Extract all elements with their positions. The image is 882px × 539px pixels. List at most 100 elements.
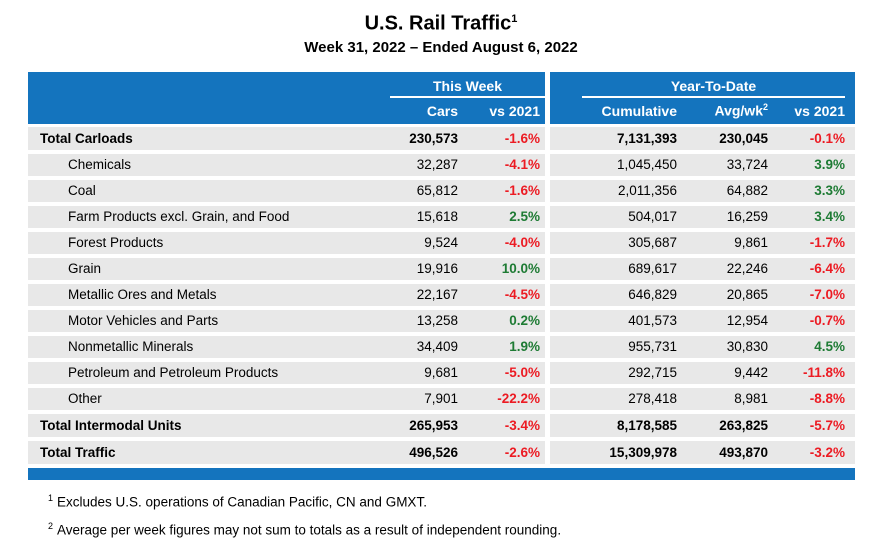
row-label: Forest Products — [28, 231, 390, 254]
rail-traffic-table: This Week Cars vs 2021 Year-To-Date Cumu… — [28, 71, 855, 480]
vs-2021-week-value: 0.2% — [462, 309, 545, 332]
vs-2021-ytd-value: -11.8% — [771, 361, 855, 384]
footnote-2-ref: 2 — [48, 521, 54, 532]
vs-2021-ytd-value: -8.8% — [771, 387, 855, 410]
vs-2021-week-value: -4.0% — [462, 231, 545, 254]
cumulative-value: 1,045,450 — [550, 153, 679, 176]
avg-per-week-value: 30,830 — [679, 335, 771, 358]
table-row: Farm Products excl. Grain, and Food 15,6… — [28, 205, 855, 228]
footnote-1-ref: 1 — [48, 492, 54, 503]
title-block: U.S. Rail Traffic1 Week 31, 2022 – Ended… — [0, 0, 882, 58]
table-row: Motor Vehicles and Parts 13,258 0.2% 401… — [28, 309, 855, 332]
footnote-1-text: Excludes U.S. operations of Canadian Pac… — [57, 494, 427, 510]
cars-value: 13,258 — [390, 309, 462, 332]
vs-2021-ytd-value: -7.0% — [771, 283, 855, 306]
title-footnote-ref: 1 — [511, 13, 518, 25]
table-row: Forest Products 9,524 -4.0% 305,687 9,86… — [28, 231, 855, 254]
cumulative-value: 689,617 — [550, 257, 679, 280]
cumulative-value: 504,017 — [550, 205, 679, 228]
cars-value: 34,409 — [390, 335, 462, 358]
cars-value: 9,524 — [390, 231, 462, 254]
vs-2021-ytd-value: -0.1% — [771, 126, 855, 150]
table-row: Metallic Ores and Metals 22,167 -4.5% 64… — [28, 283, 855, 306]
column-header-cars: Cars — [426, 102, 458, 119]
avg-per-week-value: 263,825 — [679, 413, 771, 437]
avg-per-week-value: 33,724 — [679, 153, 771, 176]
avg-per-week-value: 9,861 — [679, 231, 771, 254]
row-label: Nonmetallic Minerals — [28, 335, 390, 358]
page-title: U.S. Rail Traffic1 — [0, 6, 882, 38]
vs-2021-ytd-value: -5.7% — [771, 413, 855, 437]
vs-2021-week-value: 1.9% — [462, 335, 545, 358]
row-label: Coal — [28, 179, 390, 202]
vs-2021-week-value: 2.5% — [462, 205, 545, 228]
vs-2021-week-value: -5.0% — [462, 361, 545, 384]
cumulative-value: 8,178,585 — [550, 413, 679, 437]
cumulative-value: 278,418 — [550, 387, 679, 410]
table-row: Nonmetallic Minerals 34,409 1.9% 955,731… — [28, 335, 855, 358]
avg-per-week-value: 64,882 — [679, 179, 771, 202]
cumulative-value: 646,829 — [550, 283, 679, 306]
vs-2021-week-value: -2.6% — [462, 440, 545, 464]
table-row: Petroleum and Petroleum Products 9,681 -… — [28, 361, 855, 384]
group-header-this-week: This Week — [390, 78, 545, 98]
row-label: Motor Vehicles and Parts — [28, 309, 390, 332]
vs-2021-week-value: -1.6% — [462, 126, 545, 150]
cumulative-value: 401,573 — [550, 309, 679, 332]
vs-2021-ytd-value: 4.5% — [771, 335, 855, 358]
cars-value: 22,167 — [390, 283, 462, 306]
footnote-2: 2 Average per week figures may not sum to… — [48, 518, 882, 539]
column-header-cumulative: Cumulative — [601, 102, 677, 119]
group-header-year-to-date: Year-To-Date — [582, 78, 845, 98]
avg-wk-footnote-ref: 2 — [762, 102, 768, 113]
cumulative-value: 2,011,356 — [550, 179, 679, 202]
cumulative-value: 955,731 — [550, 335, 679, 358]
page-title-text: U.S. Rail Traffic — [364, 12, 512, 35]
column-header-avg-wk: Avg/wk2 — [679, 102, 771, 119]
avg-per-week-value: 12,954 — [679, 309, 771, 332]
cars-value: 496,526 — [390, 440, 462, 464]
cars-value: 230,573 — [390, 126, 462, 150]
row-label: Other — [28, 387, 390, 410]
cumulative-value: 15,309,978 — [550, 440, 679, 464]
vs-2021-week-value: -22.2% — [462, 387, 545, 410]
cars-value: 7,901 — [390, 387, 462, 410]
footnotes: 1 Excludes U.S. operations of Canadian Pa… — [48, 490, 882, 539]
table-row: Chemicals 32,287 -4.1% 1,045,450 33,724 … — [28, 153, 855, 176]
vs-2021-ytd-value: -0.7% — [771, 309, 855, 332]
avg-per-week-value: 9,442 — [679, 361, 771, 384]
row-label: Grain — [28, 257, 390, 280]
table-body: Total Carloads 230,573 -1.6% 7,131,393 2… — [28, 126, 855, 464]
cars-value: 15,618 — [390, 205, 462, 228]
cars-value: 265,953 — [390, 413, 462, 437]
row-label: Petroleum and Petroleum Products — [28, 361, 390, 384]
vs-2021-week-value: -3.4% — [462, 413, 545, 437]
avg-per-week-value: 8,981 — [679, 387, 771, 410]
vs-2021-ytd-value: 3.4% — [771, 205, 855, 228]
vs-2021-ytd-value: -3.2% — [771, 440, 855, 464]
column-header-vs-2021-ytd: vs 2021 — [794, 102, 845, 119]
vs-2021-week-value: -4.5% — [462, 283, 545, 306]
cumulative-value: 292,715 — [550, 361, 679, 384]
row-label: Farm Products excl. Grain, and Food — [28, 205, 390, 228]
vs-2021-week-value: -1.6% — [462, 179, 545, 202]
vs-2021-ytd-value: 3.9% — [771, 153, 855, 176]
table-header: This Week Cars vs 2021 Year-To-Date Cumu… — [28, 71, 855, 124]
cars-value: 9,681 — [390, 361, 462, 384]
table-row: Total Intermodal Units 265,953 -3.4% 8,1… — [28, 413, 855, 437]
table-row: Total Carloads 230,573 -1.6% 7,131,393 2… — [28, 126, 855, 150]
table-row: Other 7,901 -22.2% 278,418 8,981 -8.8% — [28, 387, 855, 410]
footnote-2-text: Average per week figures may not sum to … — [57, 522, 562, 538]
column-header-vs-2021-week: vs 2021 — [489, 102, 540, 119]
avg-per-week-value: 20,865 — [679, 283, 771, 306]
avg-per-week-value: 22,246 — [679, 257, 771, 280]
row-label: Total Carloads — [28, 126, 390, 150]
cumulative-value: 7,131,393 — [550, 126, 679, 150]
avg-per-week-value: 493,870 — [679, 440, 771, 464]
cars-value: 65,812 — [390, 179, 462, 202]
table-row: Coal 65,812 -1.6% 2,011,356 64,882 3.3% — [28, 179, 855, 202]
table-footer-bar — [28, 467, 855, 480]
page-subtitle: Week 31, 2022 – Ended August 6, 2022 — [304, 38, 578, 56]
row-label: Total Intermodal Units — [28, 413, 390, 437]
